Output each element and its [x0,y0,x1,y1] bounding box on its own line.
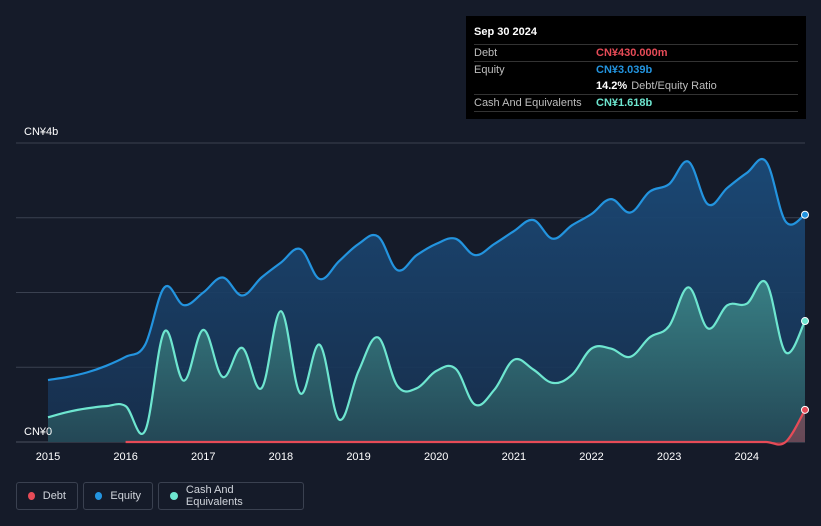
equity-line [47,157,806,382]
x-axis-ticks: 2015 2016 2017 2018 2019 2020 2021 2022 2023 2024 [36,451,759,463]
y-axis-bottom-label: CN¥0 [24,426,52,438]
series-lines [47,157,806,446]
legend-cash-label: Cash And Equivalents [185,484,243,508]
cash-area [48,280,805,442]
tooltip-cash-value: CN¥1.618b [596,97,653,109]
tooltip-row-cash: Cash And Equivalents CN¥1.618b [474,94,798,112]
tooltip-row-ratio: 14.2% Debt/Equity Ratio [474,78,798,94]
tooltip-debt-value: CN¥430.000m [596,47,668,59]
data-tooltip: Sep 30 2024 Debt CN¥430.000m Equity CN¥3… [466,16,806,119]
tooltip-debt-label: Debt [474,47,498,59]
legend-debt-label: Debt [42,490,66,502]
legend-cash[interactable]: Cash And Equivalents [158,482,304,510]
debt-line [125,409,806,446]
cash-endpoint [801,317,809,326]
debt-dot-icon [28,492,35,500]
x-tick-label: 2017 [191,451,215,463]
x-tick-label: 2015 [36,451,60,463]
tooltip-ratio-label: Debt/Equity Ratio [631,80,717,92]
tooltip-ratio-value: 14.2% [596,80,628,92]
legend-equity-label: Equity [110,490,141,502]
debt-endpoint [801,405,809,414]
tooltip-date: Sep 30 2024 [474,26,537,38]
tooltip-row-equity: Equity CN¥3.039b [474,61,798,78]
y-axis-top-label: CN¥4b [24,126,58,138]
x-tick-label: 2019 [346,451,370,463]
legend-debt[interactable]: Debt [16,482,78,510]
tooltip-cash-label: Cash And Equivalents [474,97,582,109]
tooltip-equity-value: CN¥3.039b [596,64,653,76]
x-tick-label: 2020 [424,451,448,463]
equity-dot-icon [95,492,103,500]
x-tick-label: 2022 [579,451,603,463]
x-tick-label: 2024 [735,451,759,463]
legend-equity[interactable]: Equity [83,482,153,510]
series-endpoints [801,210,809,414]
x-tick-label: 2021 [502,451,526,463]
equity-endpoint [801,210,809,219]
tooltip-equity-label: Equity [474,64,505,76]
x-tick-label: 2018 [269,451,293,463]
x-tick-label: 2023 [657,451,681,463]
x-tick-label: 2016 [113,451,137,463]
cash-line [47,279,806,435]
cash-dot-icon [170,492,178,500]
series-areas [48,159,806,445]
tooltip-row-debt: Debt CN¥430.000m [474,44,798,61]
